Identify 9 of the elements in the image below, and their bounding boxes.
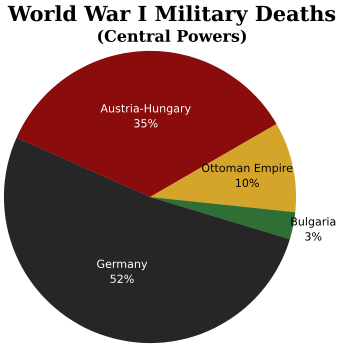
data-label: 52% xyxy=(110,274,134,284)
chart-subtitle: (Central Powers) xyxy=(98,30,246,44)
data-label: 10% xyxy=(236,178,259,188)
slice-label: Ottoman Empire xyxy=(202,163,292,174)
data-label: 35% xyxy=(134,119,158,128)
data-label: 3% xyxy=(305,232,322,241)
chart-title: World War I Military Deaths xyxy=(8,5,336,26)
slice-label: Austria-Hungary xyxy=(100,104,191,115)
slice-label: Germany xyxy=(97,260,148,270)
